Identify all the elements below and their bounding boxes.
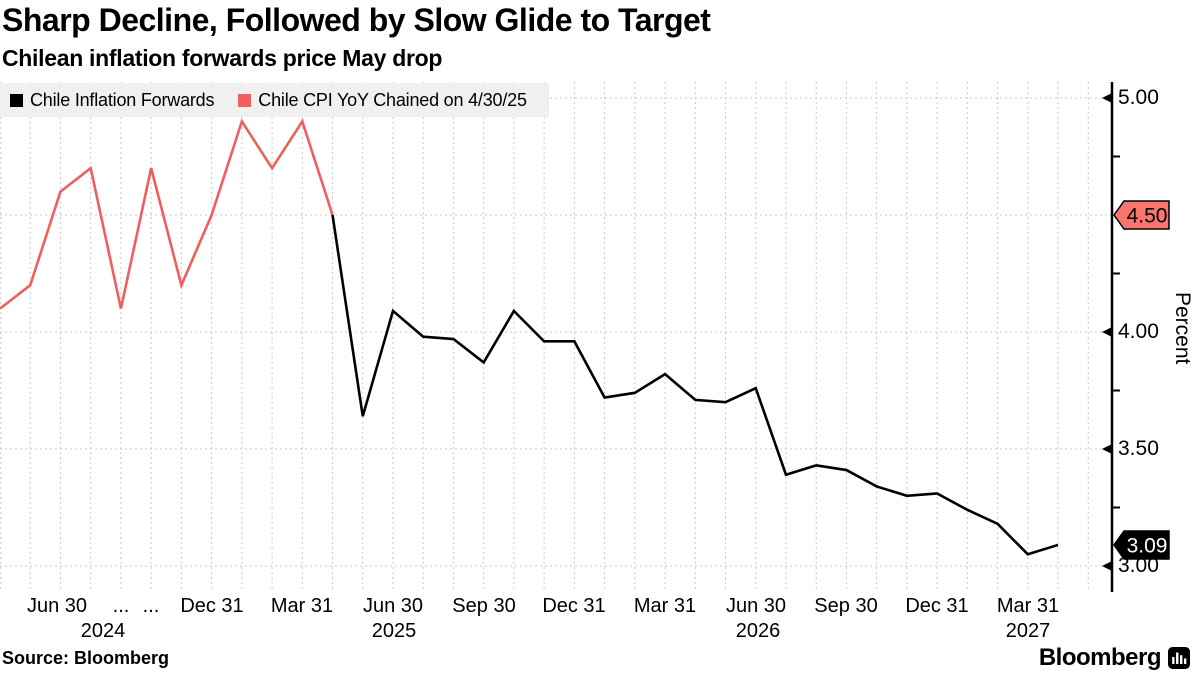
x-tick-label: Jun 30 — [26, 595, 88, 617]
x-tick-label: ... — [112, 595, 130, 617]
x-tick-label: Sep 30 — [814, 595, 878, 617]
y-axis-unit-label: Percent — [1171, 292, 1194, 365]
x-year-label: 2026 — [735, 620, 781, 642]
series-line-forwards — [331, 214, 1059, 556]
y-tick-label: 4.00 — [1118, 320, 1159, 343]
x-tick-label: Jun 30 — [725, 595, 787, 617]
x-tick-label: Mar 31 — [270, 595, 334, 617]
series-line-cpi — [0, 118, 334, 310]
x-tick-label: Dec 31 — [542, 595, 606, 617]
legend: Chile Inflation Forwards Chile CPI YoY C… — [0, 83, 549, 117]
x-tick-label: Mar 31 — [996, 595, 1060, 617]
legend-item-forwards: Chile Inflation Forwards — [10, 90, 214, 111]
legend-label-forwards: Chile Inflation Forwards — [30, 89, 215, 110]
x-year-label: 2027 — [1005, 620, 1051, 642]
axis-badge — [1113, 530, 1170, 560]
source-label: Source: Bloomberg — [2, 648, 170, 668]
legend-swatch-cpi — [238, 93, 252, 107]
x-tick-label: ... — [142, 595, 160, 617]
y-major-tick — [1102, 444, 1112, 454]
x-tick-label: Jun 30 — [362, 595, 424, 617]
page-title: Sharp Decline, Followed by Slow Glide to… — [2, 2, 711, 38]
x-tick-label: Dec 31 — [905, 595, 969, 617]
bloomberg-wordmark: Bloomberg — [1038, 644, 1162, 671]
bloomberg-terminal-icon — [1168, 647, 1190, 669]
page-subtitle: Chilean inflation forwards price May dro… — [2, 45, 443, 71]
x-year-label: 2025 — [371, 620, 417, 642]
x-axis-year-labels: 2024 2025 2026 2027 — [0, 620, 1200, 644]
y-tick-label: 3.00 — [1118, 554, 1159, 577]
y-tick-label: 5.00 — [1118, 86, 1159, 109]
legend-label-cpi: Chile CPI YoY Chained on 4/30/25 — [258, 89, 527, 110]
y-major-tick — [1102, 327, 1112, 337]
bloomberg-logo: Bloomberg — [1039, 644, 1190, 672]
x-year-label: 2024 — [80, 620, 126, 642]
axis-badge — [1113, 200, 1170, 230]
y-tick-label: 3.50 — [1118, 437, 1159, 460]
y-major-tick — [1102, 93, 1112, 103]
axis-badge-label: 4.50 — [1127, 205, 1168, 228]
axis-badge-label: 3.09 — [1127, 534, 1168, 557]
legend-item-cpi: Chile CPI YoY Chained on 4/30/25 — [238, 89, 527, 111]
x-tick-label: Sep 30 — [452, 595, 516, 617]
x-axis-labels: Jun 30...... Dec 31 Mar 31 Jun 30 Sep 30 Dec … — [0, 595, 1200, 619]
x-tick-label: Dec 31 — [180, 595, 244, 617]
y-major-tick — [1102, 561, 1112, 571]
x-tick-label: Mar 31 — [633, 595, 697, 617]
legend-swatch-forwards — [10, 93, 23, 107]
